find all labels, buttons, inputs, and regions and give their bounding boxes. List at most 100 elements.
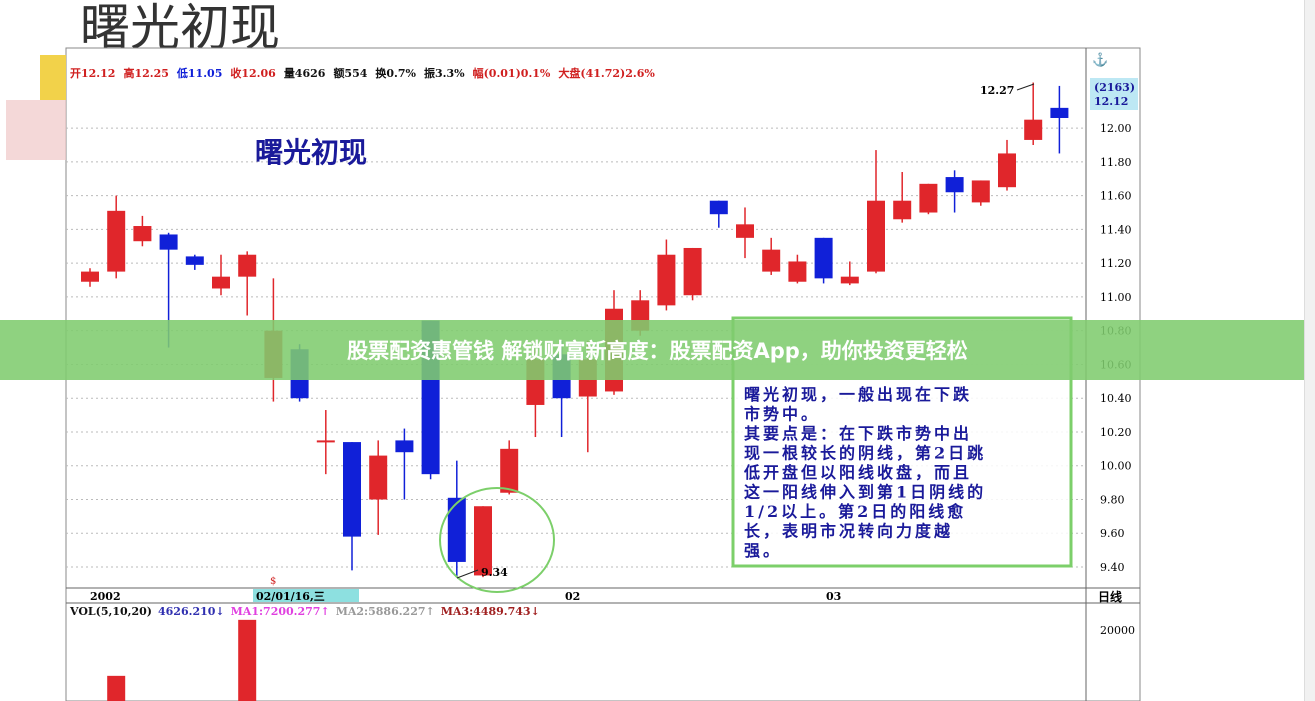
note-line: 强。: [744, 541, 782, 560]
candle: [736, 207, 754, 259]
y-tick-label: 10.40: [1100, 392, 1132, 405]
note-line: 市势中。: [744, 405, 820, 424]
candle-body: [447, 497, 466, 562]
scrollbar[interactable]: [1304, 0, 1315, 701]
badge-code: (2163): [1094, 81, 1135, 94]
candle-body: [474, 506, 492, 576]
candle-body: [395, 440, 414, 453]
candle-body: [238, 254, 257, 277]
blurred-thumbnail: [6, 100, 66, 160]
volume-field: MA1:7200.277↑: [231, 605, 330, 618]
volume-field: MA3:4489.743↓: [441, 605, 540, 618]
x-label: 02: [565, 590, 580, 603]
y-tick-label: 11.80: [1100, 156, 1132, 169]
candle: [683, 247, 702, 301]
quote-field: 幅(0.01)0.1%: [473, 66, 551, 80]
candle-body: [369, 455, 388, 500]
candle: [212, 254, 230, 296]
volume-field: VOL(5,10,20): [69, 605, 152, 618]
quote-field: 额554: [333, 66, 367, 80]
note-line: 长，表明市况转向力度越: [744, 522, 953, 541]
x-label: 2002: [90, 590, 121, 603]
note-line: 其要点是：在下跌市势中出: [744, 424, 972, 443]
candle-body: [762, 249, 781, 272]
volume-y-tick: 20000: [1100, 624, 1135, 637]
y-tick-label: 9.80: [1100, 493, 1125, 506]
candle-body: [185, 256, 204, 265]
candle: [867, 150, 885, 274]
candle-body: [919, 183, 938, 213]
candle: [447, 460, 466, 578]
candle-body: [343, 442, 361, 537]
volume-bar: [238, 619, 257, 701]
candle: [998, 139, 1016, 191]
quote-field: 高12.25: [123, 66, 168, 80]
candle: [185, 254, 204, 270]
note-line: 曙光初现，一般出现在下跌: [744, 385, 972, 404]
candle-body: [657, 254, 676, 306]
note-line: 低开盘但以阳线收盘，而且: [743, 463, 972, 482]
candle: [395, 428, 414, 500]
period-label: 日线: [1098, 589, 1122, 604]
candle: [709, 200, 728, 228]
quote-field: 收12.06: [230, 66, 276, 80]
candle-body: [893, 200, 912, 220]
candle-body: [814, 237, 833, 279]
volume-field: MA2:5886.227↑: [336, 605, 435, 618]
candle-body: [788, 261, 807, 282]
note-line: 现一根较长的阴线，第2日跳: [744, 444, 986, 463]
candle-body: [736, 224, 754, 238]
candle-body: [500, 448, 519, 493]
price-badge: [1090, 78, 1138, 110]
y-tick-label: 10.20: [1100, 426, 1132, 439]
y-tick-label: 11.60: [1100, 190, 1132, 203]
note-line: 1/2以上。第2日的阳线愈: [744, 502, 966, 521]
blurred-thumbnail: [40, 55, 66, 100]
y-tick-label: 11.20: [1100, 257, 1132, 270]
candle-body: [867, 200, 885, 272]
highlight-circle: [439, 487, 555, 593]
candle-body: [159, 234, 178, 250]
candle-body: [709, 200, 728, 215]
y-tick-label: 12.00: [1100, 122, 1132, 135]
quote-field: 换0.7%: [375, 66, 416, 80]
y-tick-label: 10.00: [1100, 460, 1132, 473]
anchor-icon: ⚓: [1092, 52, 1108, 68]
promo-banner[interactable]: 股票配资惠管钱 解锁财富新高度：股票配资App，助你投资更轻松: [0, 320, 1315, 380]
candle-body: [1024, 119, 1043, 140]
candle: [788, 254, 807, 284]
candle-body: [81, 271, 99, 282]
candle-body: [840, 276, 859, 284]
candle-body: [107, 210, 126, 272]
high-label: 12.27: [980, 84, 1014, 97]
candle-body: [212, 276, 230, 289]
low-label: 9.34: [481, 566, 508, 579]
candle: [762, 237, 781, 275]
note-line: 这一阳线伸入到第1日阴线的: [744, 483, 986, 502]
candle: [133, 215, 152, 247]
y-tick-label: 11.00: [1100, 291, 1132, 304]
badge-price: 12.12: [1094, 95, 1128, 108]
candle: [500, 440, 519, 495]
candle: [107, 195, 126, 279]
candle: [919, 183, 938, 215]
candle: [343, 442, 361, 571]
quote-field: 大盘(41.72)2.6%: [558, 66, 655, 80]
candle: [840, 261, 859, 286]
candle-body: [1050, 107, 1069, 118]
candle: [1024, 82, 1043, 145]
candle-body: [998, 153, 1016, 188]
quote-field: 量4626: [284, 67, 326, 80]
candle: [893, 172, 912, 223]
candle-body: [683, 247, 702, 296]
candle: [369, 440, 388, 535]
candle: [945, 170, 964, 213]
candle: [971, 180, 990, 206]
candle: [81, 268, 99, 287]
quote-field: 开12.12: [70, 67, 115, 80]
candle: [657, 239, 676, 311]
x-label: 02/01/16,三: [256, 590, 325, 603]
candle: [238, 251, 257, 316]
candle-body: [971, 180, 990, 203]
x-label: 03: [826, 590, 841, 603]
